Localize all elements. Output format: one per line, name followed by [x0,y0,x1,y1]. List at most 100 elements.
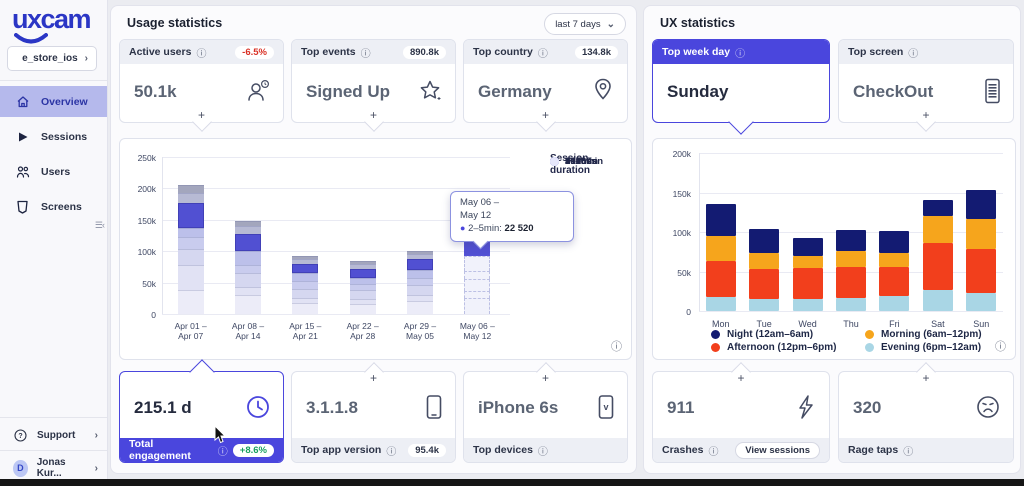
info-icon[interactable]: ⓘ [196,48,207,60]
bar-segment[interactable] [464,298,491,314]
bar-segment[interactable] [966,248,997,293]
bar-segment[interactable] [879,266,910,296]
info-icon[interactable]: ⓘ [217,446,228,458]
bar-segment[interactable] [292,288,319,299]
bar-segment[interactable] [349,260,376,264]
legend-item[interactable]: <5s [550,155,581,169]
bar-segment[interactable] [235,251,261,265]
bar-segment[interactable] [235,295,261,314]
bar-segment[interactable] [879,252,910,267]
bar-segment[interactable] [177,237,204,249]
bar-segment[interactable] [464,256,491,271]
expand-plus[interactable]: + [541,371,550,385]
bar-segment[interactable] [407,258,433,271]
bar-segment[interactable] [966,218,997,249]
chart-info-icon[interactable]: ⓘ [995,341,1006,353]
sidebar-item-sessions[interactable]: Sessions [0,121,107,152]
view-sessions-button[interactable]: View sessions [735,441,820,459]
bar-segment[interactable] [349,303,376,314]
top-week-day-card[interactable]: Top week day ⓘ Sunday [652,39,830,135]
bar-segment[interactable] [407,251,433,255]
bar-segment[interactable] [749,252,780,270]
bar-segment[interactable] [407,285,433,296]
bar-segment[interactable] [407,277,433,286]
total-engagement-card[interactable]: 215.1 d Total engagement ⓘ +8.6% [119,359,284,463]
bar-segment[interactable] [749,299,780,311]
legend-item[interactable]: Morning (6am–12pm) [865,329,982,340]
bar-segment[interactable] [705,204,736,236]
expand-plus[interactable]: + [922,371,930,385]
bar-segment[interactable] [292,273,319,281]
expand-plus[interactable]: + [197,108,206,122]
rage-taps-card[interactable]: 320 Rage taps ⓘ + [838,362,1014,463]
bar-segment[interactable] [292,263,319,274]
bar-segment[interactable] [407,295,433,302]
bar-segment[interactable] [235,273,261,287]
bar-segment[interactable] [922,216,953,244]
bar-segment[interactable] [879,231,910,253]
bar-segment[interactable] [177,248,204,265]
bar-segment[interactable] [177,185,204,193]
bar-segment[interactable] [235,226,261,235]
bar-segment[interactable] [349,290,376,299]
bar-segment[interactable] [177,192,204,203]
bar-segment[interactable] [407,301,433,314]
bar-segment[interactable] [235,265,261,274]
bar-segment[interactable] [177,227,204,238]
bar-segment[interactable] [749,269,780,300]
bar-segment[interactable] [464,279,491,291]
top-country-card[interactable]: Top country ⓘ 134.8k Germany + [463,39,628,132]
bar-segment[interactable] [292,259,319,264]
bar-segment[interactable] [966,292,997,311]
bar-segment[interactable] [349,263,376,269]
bar-segment[interactable] [879,295,910,311]
info-icon[interactable]: ⓘ [386,446,397,458]
bar-segment[interactable] [705,296,736,311]
bar-segment[interactable] [349,298,376,304]
bar-segment[interactable] [407,270,433,278]
info-icon[interactable]: ⓘ [360,48,371,60]
top-screen-card[interactable]: Top screen ⓘ CheckOut + [838,39,1014,132]
uxcam-logo[interactable]: uxcam [12,4,92,34]
bar-segment[interactable] [235,286,261,296]
bar-segment[interactable] [922,200,953,217]
expand-plus[interactable]: + [541,108,550,122]
legend-item[interactable]: Afternoon (12pm–6pm) [711,342,836,353]
collapse-sidebar-icon[interactable]: ☰‹ [94,220,105,230]
bar-segment[interactable] [836,297,866,311]
bar-segment[interactable] [792,238,823,257]
bar-segment[interactable] [464,290,491,299]
bar-segment[interactable] [836,266,866,298]
info-icon[interactable]: ⓘ [537,446,548,458]
date-range-select[interactable]: last 7 days ⌄ [544,13,626,35]
bar-segment[interactable] [177,265,204,291]
bar-segment[interactable] [407,254,433,259]
bar-segment[interactable] [292,280,319,289]
bar-segment[interactable] [349,268,376,278]
expand-plus[interactable]: + [369,108,378,122]
info-icon[interactable]: ⓘ [735,48,746,60]
bar-segment[interactable] [836,229,866,251]
bar-segment[interactable] [922,243,953,290]
bar-segment[interactable] [177,290,204,314]
bar-segment[interactable] [464,270,491,280]
legend-item[interactable]: Evening (6pm–12am) [865,342,981,353]
bar-segment[interactable] [235,234,261,252]
chart-info-icon[interactable]: ⓘ [611,341,622,353]
info-icon[interactable]: ⓘ [908,48,919,60]
project-selector[interactable]: e_store_ios › [7,46,97,71]
sidebar-item-screens[interactable]: Screens [0,191,107,222]
bar-segment[interactable] [792,299,823,311]
bar-segment[interactable] [792,256,823,269]
info-icon[interactable]: ⓘ [903,446,914,458]
bar-segment[interactable] [966,190,997,219]
bar-segment[interactable] [922,289,953,311]
expand-plus[interactable]: + [369,371,378,385]
bar-segment[interactable] [292,303,319,314]
info-icon[interactable]: ⓘ [537,48,548,60]
bar-segment[interactable] [705,235,736,262]
expand-plus[interactable]: + [922,108,930,122]
bar-segment[interactable] [836,250,866,267]
bar-segment[interactable] [705,261,736,297]
active-users-card[interactable]: Active users ⓘ -6.5% 50.1k + [119,39,284,132]
